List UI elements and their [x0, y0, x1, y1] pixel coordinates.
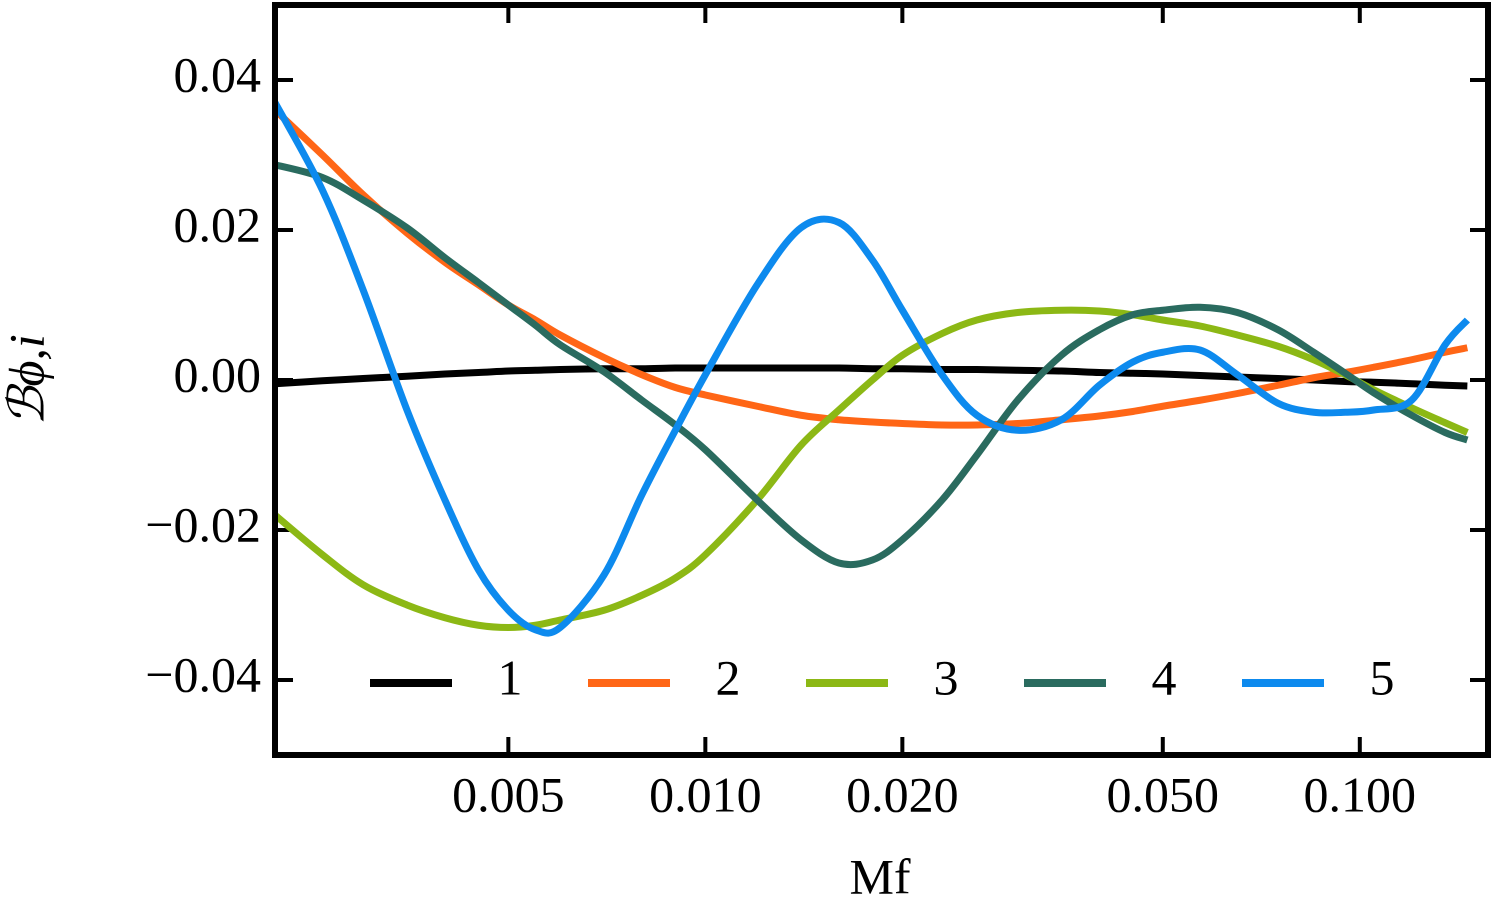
x-tick-label: 0.010 [649, 766, 762, 822]
plot-frame [272, 2, 1491, 758]
y-tick-label: −0.02 [145, 496, 261, 552]
x-tick-label: 0.020 [846, 766, 959, 822]
legend-label: 1 [498, 649, 523, 705]
x-tick-label: 0.050 [1107, 766, 1220, 822]
legend-label: 5 [1370, 649, 1395, 705]
y-tick-label: 0.02 [174, 196, 262, 252]
x-axis-label: Mf [849, 848, 910, 904]
legend-label: 3 [934, 649, 959, 705]
y-tick-label: 0.04 [174, 46, 262, 102]
y-tick-label: −0.04 [145, 646, 261, 702]
series-line [274, 161, 1469, 569]
series-line [272, 306, 1469, 631]
series-line [271, 100, 1470, 637]
y-tick-label: 0.00 [174, 346, 262, 402]
x-tick-label: 0.005 [452, 766, 565, 822]
legend-label: 2 [716, 649, 741, 705]
x-tick-label: 0.100 [1304, 766, 1417, 822]
y-axis-label: ℬϕ,i [0, 334, 54, 426]
legend-label: 4 [1152, 649, 1177, 705]
